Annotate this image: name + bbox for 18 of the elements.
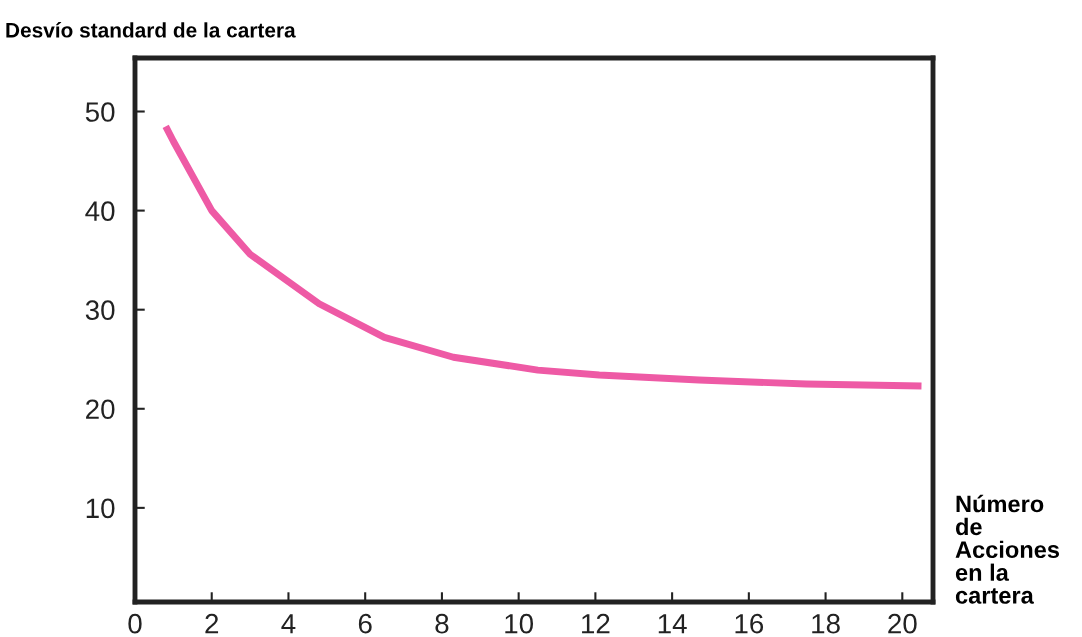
- x-axis-title: Número de Acciones en la cartera: [955, 494, 1060, 604]
- y-tick-label: 50: [85, 102, 115, 122]
- x-tick-label: 2: [205, 613, 219, 634]
- x-tick-label: 12: [582, 613, 610, 634]
- x-tick-label: 8: [435, 613, 449, 634]
- y-tick-label: 40: [85, 201, 115, 221]
- x-tick-label: 18: [812, 613, 840, 634]
- x-tick-label: 14: [658, 614, 687, 634]
- x-tick-label: 0: [128, 613, 142, 634]
- y-tick-label: 20: [86, 399, 115, 420]
- x-tick-label: 16: [735, 613, 764, 634]
- y-tick-label: 10: [86, 498, 115, 519]
- y-axis-title: Desvío standard de la cartera: [6, 22, 296, 38]
- x-tick-label: 20: [888, 613, 917, 634]
- x-tick-label: 6: [358, 613, 372, 634]
- y-tick-label: 30: [85, 300, 115, 321]
- x-tick-label: 4: [281, 614, 296, 634]
- x-tick-label: 10: [505, 613, 534, 634]
